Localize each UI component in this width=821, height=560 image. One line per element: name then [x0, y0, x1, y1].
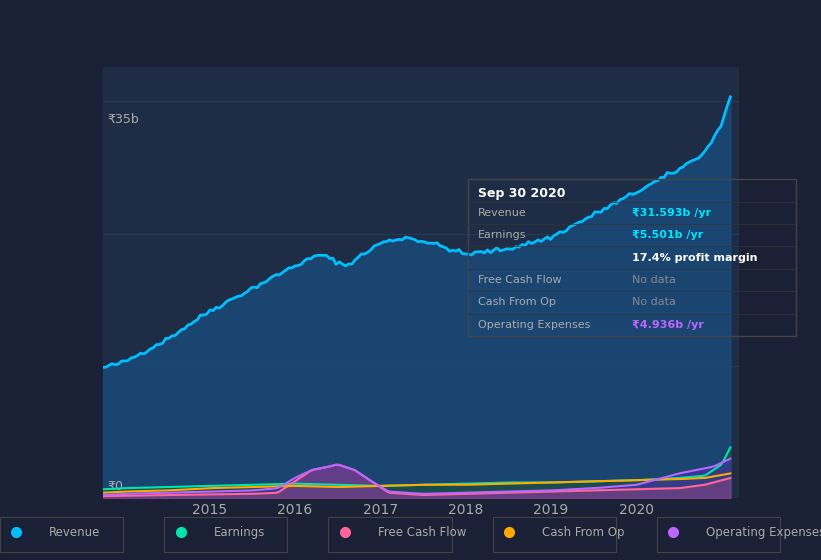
- Text: ₹31.593b /yr: ₹31.593b /yr: [632, 208, 711, 218]
- Text: Cash From Op: Cash From Op: [478, 297, 556, 307]
- Text: No data: No data: [632, 275, 676, 285]
- Text: Revenue: Revenue: [478, 208, 526, 218]
- Text: Cash From Op: Cash From Op: [542, 526, 624, 539]
- Text: 17.4% profit margin: 17.4% profit margin: [632, 253, 758, 263]
- Text: Operating Expenses: Operating Expenses: [478, 320, 590, 330]
- Text: ₹35b: ₹35b: [107, 113, 139, 126]
- Text: Earnings: Earnings: [478, 230, 526, 240]
- Text: Free Cash Flow: Free Cash Flow: [478, 275, 562, 285]
- Text: ₹4.936b /yr: ₹4.936b /yr: [632, 320, 704, 330]
- Text: ₹5.501b /yr: ₹5.501b /yr: [632, 230, 704, 240]
- Text: No data: No data: [632, 297, 676, 307]
- Text: Operating Expenses: Operating Expenses: [706, 526, 821, 539]
- Text: Earnings: Earnings: [213, 526, 265, 539]
- Text: Sep 30 2020: Sep 30 2020: [478, 187, 566, 200]
- Text: ₹0: ₹0: [107, 480, 123, 493]
- Text: Revenue: Revenue: [49, 526, 101, 539]
- Text: Free Cash Flow: Free Cash Flow: [378, 526, 466, 539]
